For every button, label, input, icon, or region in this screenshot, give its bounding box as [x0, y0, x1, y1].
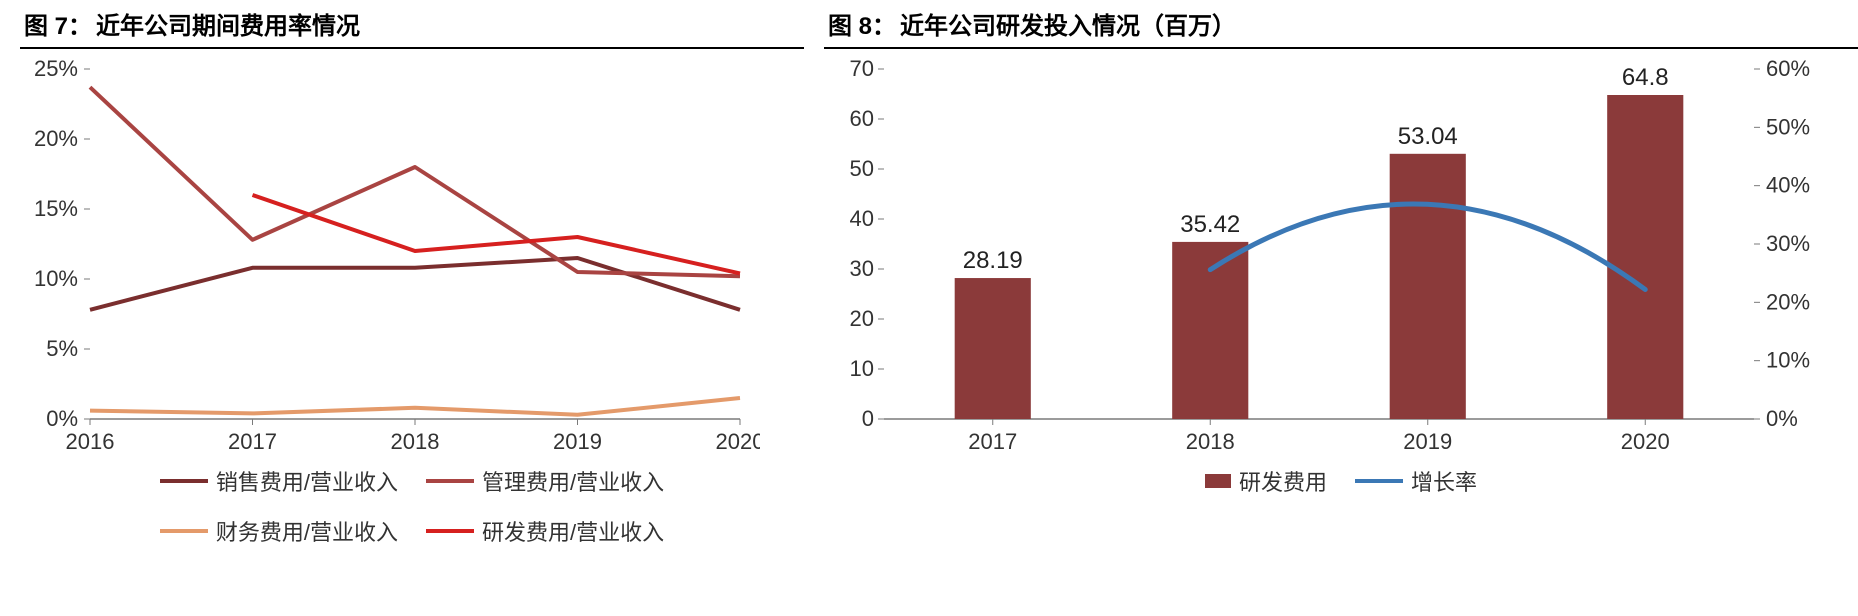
chart8-ytick-right-label: 0% [1766, 406, 1798, 431]
chart7-legend-label: 财务费用/营业收入 [216, 515, 398, 547]
chart8-legend-swatch [1355, 479, 1403, 483]
chart7-legend-item: 研发费用/营业收入 [426, 515, 664, 547]
chart7-legend: 销售费用/营业收入 管理费用/营业收入财务费用/营业收入 研发费用/营业收入 [62, 459, 762, 547]
chart7-legend-swatch [160, 529, 208, 533]
chart8-legend-swatch [1205, 474, 1231, 488]
chart8-title-text: 近年公司研发投入情况（百万） [900, 13, 1236, 40]
chart8-xtick-label: 2019 [1403, 429, 1452, 454]
chart8-bar-label: 28.19 [963, 247, 1023, 274]
chart8-legend-label: 增长率 [1411, 465, 1477, 497]
chart7-series-line [90, 87, 740, 276]
chart7-legend-label: 研发费用/营业收入 [482, 515, 664, 547]
chart8-xtick-label: 2020 [1621, 429, 1670, 454]
chart8-legend-item: 增长率 [1355, 465, 1477, 497]
chart8-ytick-right-label: 20% [1766, 289, 1810, 314]
chart8-bar [1607, 95, 1683, 419]
chart7-panel: 图 7：近年公司期间费用率情况 0% 5% 10% 15% 20% 25% 2016 2017… [20, 0, 804, 616]
chart7-ytick-label: 5% [46, 336, 78, 361]
chart8-title: 图 8：近年公司研发投入情况（百万） [824, 0, 1858, 49]
chart8-legend-item: 研发费用 [1205, 465, 1327, 497]
chart7-legend-item: 管理费用/营业收入 [426, 465, 664, 497]
chart7-series-line [90, 398, 740, 415]
page-root: 图 7：近年公司期间费用率情况 0% 5% 10% 15% 20% 25% 2016 2017… [0, 0, 1858, 616]
chart8-bar-label: 35.42 [1180, 211, 1240, 238]
chart8-xtick-label: 2018 [1186, 429, 1235, 454]
chart8-ytick-right-label: 40% [1766, 173, 1810, 198]
chart7-ytick-label: 15% [34, 196, 78, 221]
chart8-ytick-right-label: 50% [1766, 114, 1810, 139]
chart7-legend-swatch [426, 479, 474, 483]
chart8-ytick-left-label: 30 [850, 256, 874, 281]
chart8-ytick-left-label: 70 [850, 59, 874, 81]
chart8-ytick-left-label: 40 [850, 206, 874, 231]
chart7-ytick-label: 10% [34, 266, 78, 291]
chart7-legend-label: 销售费用/营业收入 [216, 465, 398, 497]
chart8-ytick-left-label: 50 [850, 156, 874, 181]
chart7-legend-swatch [160, 479, 208, 483]
chart8-ytick-right-label: 30% [1766, 231, 1810, 256]
chart7-title-text: 近年公司期间费用率情况 [96, 13, 360, 40]
chart7-legend-label: 管理费用/营业收入 [482, 465, 664, 497]
chart8-plot: 0 10 20 30 40 50 60 70 0% 10% 20% 30% 40% 50% 60% 28.19… [824, 59, 1858, 459]
chart7-ytick-label: 25% [34, 59, 78, 81]
chart7-legend-item: 销售费用/营业收入 [160, 465, 398, 497]
chart7-ytick-label: 20% [34, 126, 78, 151]
chart8-legend-label: 研发费用 [1239, 465, 1327, 497]
chart8-ytick-left-label: 10 [850, 356, 874, 381]
chart8-ytick-left-label: 0 [862, 406, 874, 431]
chart7-xtick-label: 2016 [66, 429, 115, 454]
chart7-xtick-label: 2017 [228, 429, 277, 454]
chart7-ytick-label: 0% [46, 406, 78, 431]
chart8-xtick-label: 2017 [968, 429, 1017, 454]
chart7-series-line [90, 258, 740, 310]
chart8-svg: 0 10 20 30 40 50 60 70 0% 10% 20% 30% 40% 50% 60% 28.19… [824, 59, 1824, 459]
chart8-panel: 图 8：近年公司研发投入情况（百万） 0 10 20 30 40 50 60 70 0% 10% 2… [824, 0, 1858, 616]
chart7-xtick-label: 2019 [553, 429, 602, 454]
chart8-bar-label: 64.8 [1622, 64, 1669, 91]
chart8-ytick-left-label: 60 [850, 106, 874, 131]
chart7-xtick-label: 2020 [716, 429, 760, 454]
chart7-fig-label: 图 7： [24, 13, 92, 40]
chart8-bar [1390, 154, 1466, 419]
chart7-plot: 0% 5% 10% 15% 20% 25% 2016 2017 2018 2019 2020 [20, 59, 804, 459]
chart7-xtick-label: 2018 [391, 429, 440, 454]
chart8-ytick-right-label: 10% [1766, 348, 1810, 373]
chart7-legend-item: 财务费用/营业收入 [160, 515, 398, 547]
chart8-ytick-left-label: 20 [850, 306, 874, 331]
chart8-ytick-right-label: 60% [1766, 59, 1810, 81]
chart8-legend: 研发费用 增长率 [824, 459, 1858, 497]
chart8-bar-label: 53.04 [1398, 123, 1458, 150]
chart8-fig-label: 图 8： [828, 13, 896, 40]
chart7-title: 图 7：近年公司期间费用率情况 [20, 0, 804, 49]
chart7-legend-swatch [426, 529, 474, 533]
chart7-svg: 0% 5% 10% 15% 20% 25% 2016 2017 2018 2019 2020 [20, 59, 760, 459]
chart8-bar [955, 278, 1031, 419]
